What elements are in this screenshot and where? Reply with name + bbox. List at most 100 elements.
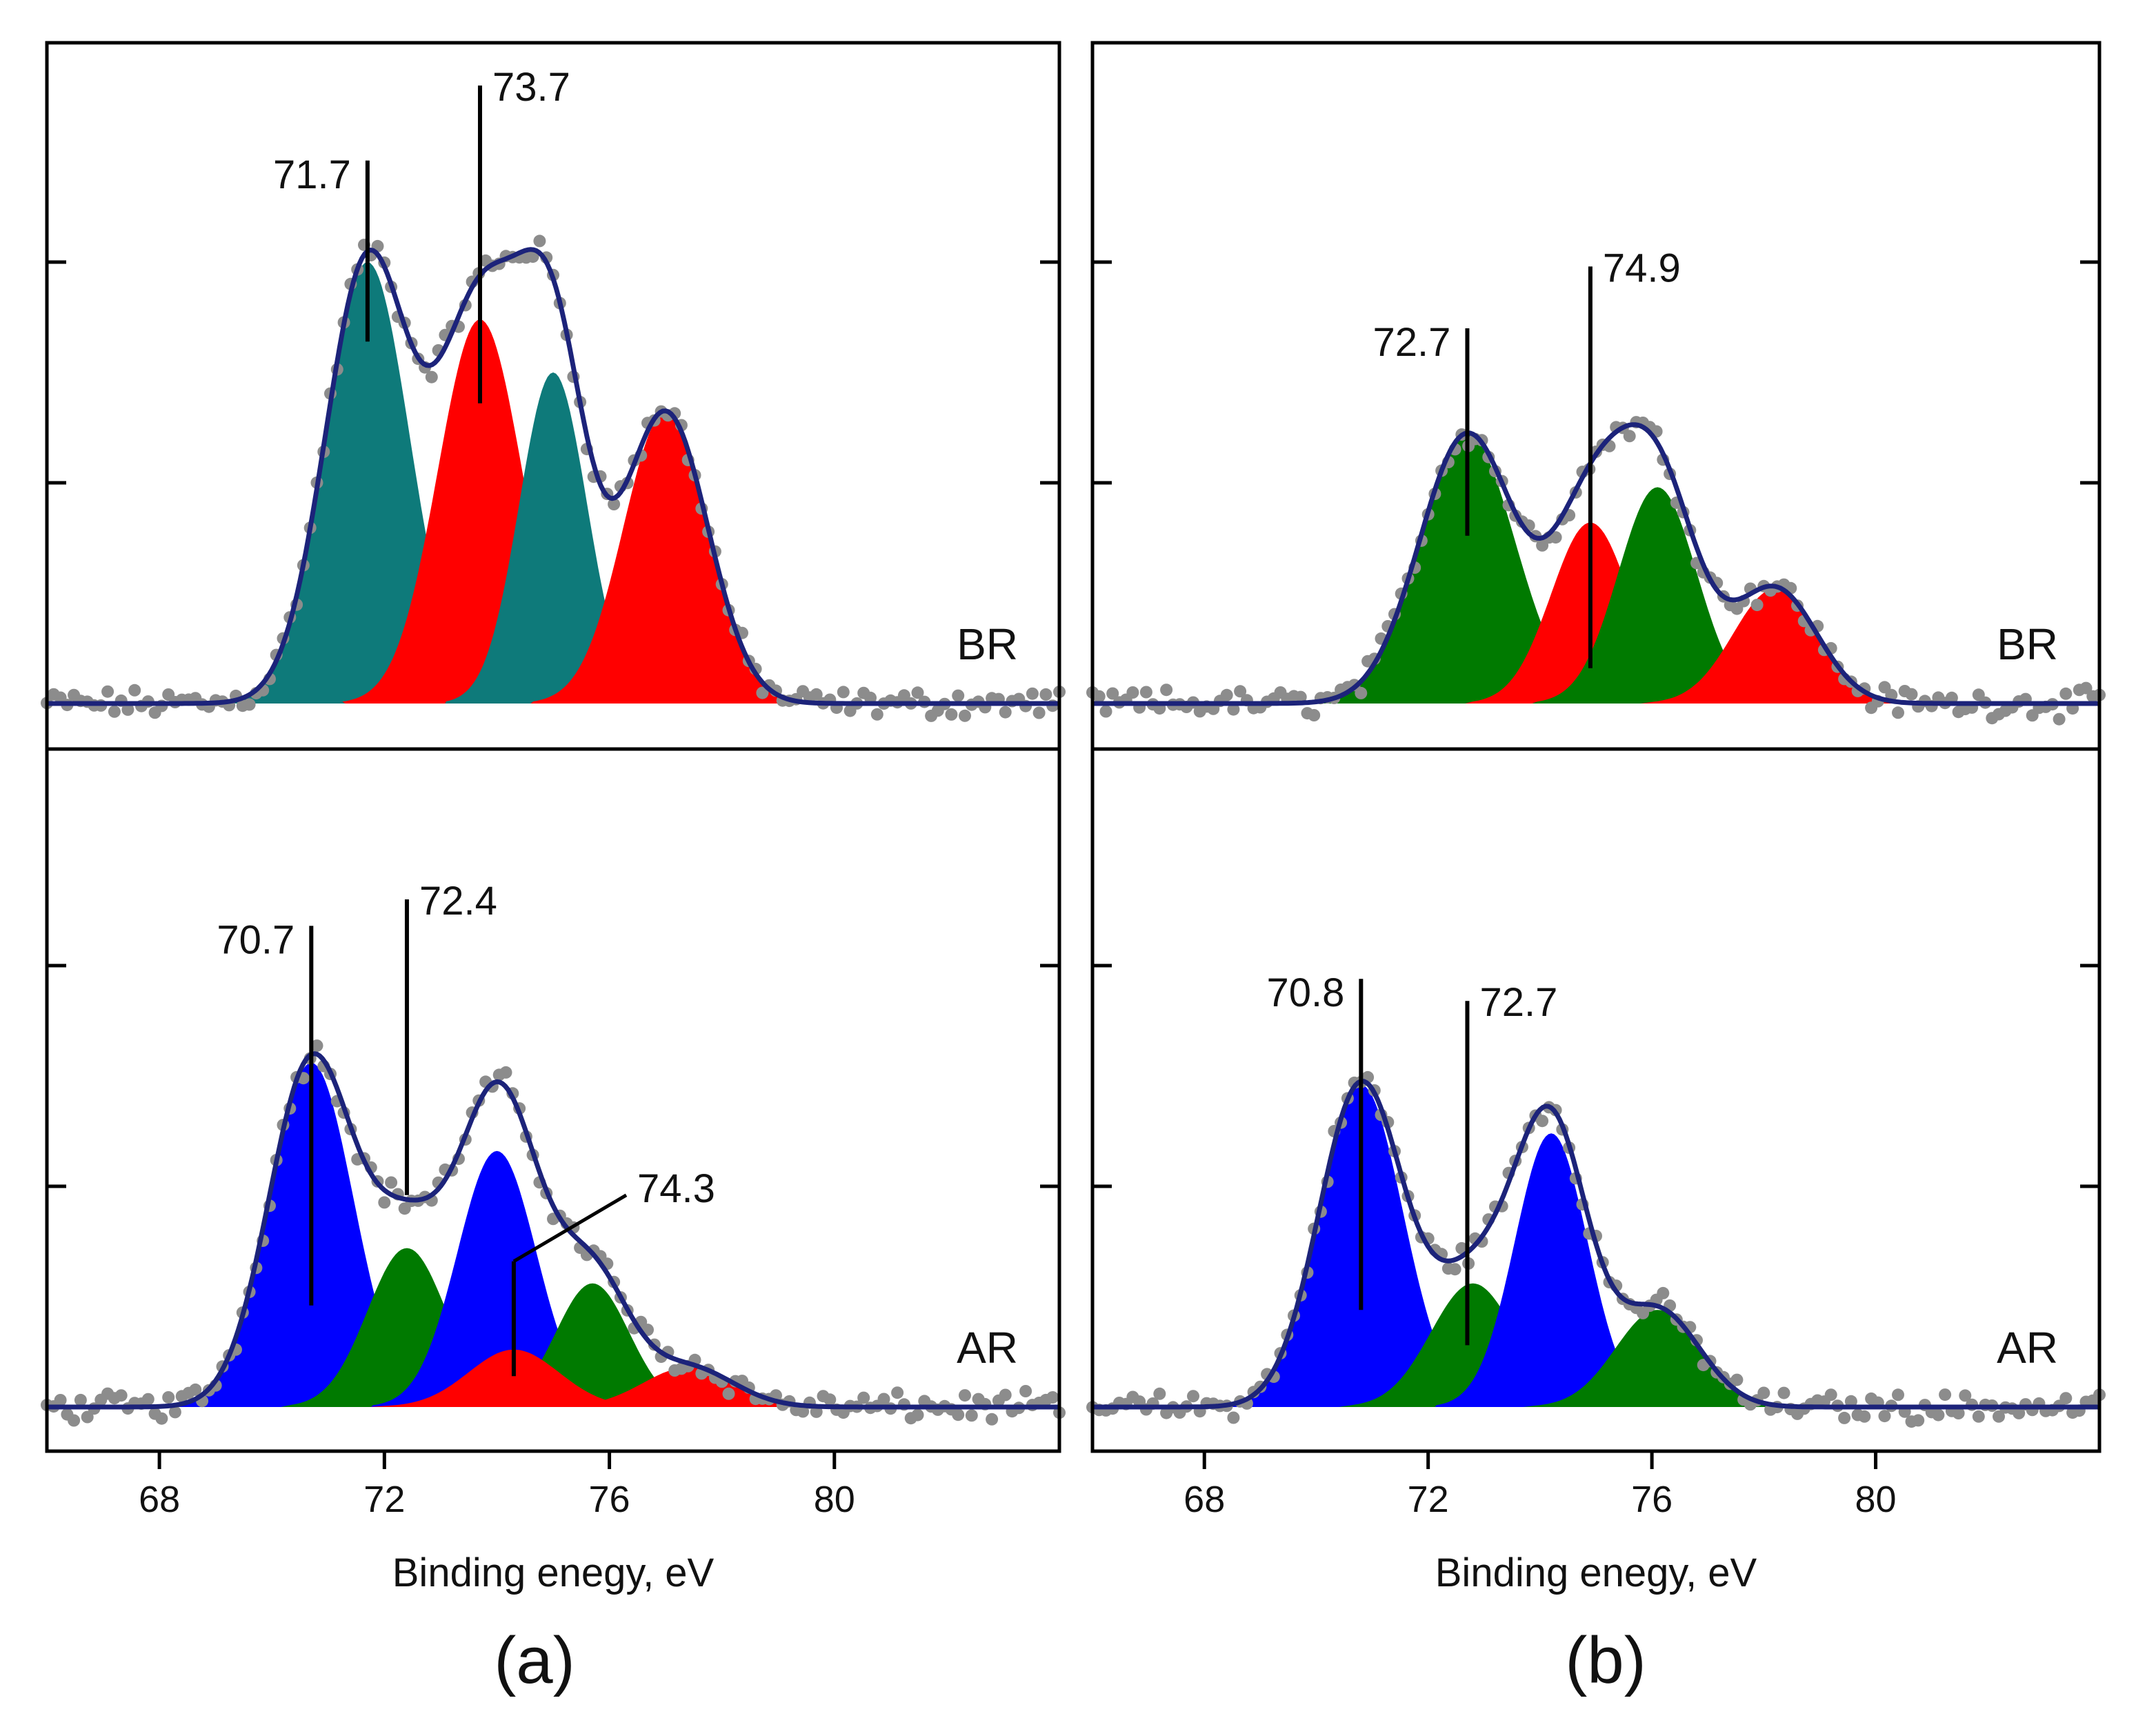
- data-point: [1448, 1263, 1461, 1276]
- x-tick-label: 80: [814, 1479, 855, 1520]
- data-point: [1032, 706, 1046, 719]
- data-point: [2079, 681, 2093, 695]
- data-point: [1106, 687, 1119, 700]
- subplot-b-top: BR 72.7 74.9: [1086, 41, 2106, 751]
- fit-envelope-line: [47, 1051, 1059, 1410]
- data-point: [1838, 1411, 1851, 1424]
- data-point: [911, 686, 924, 699]
- data-point: [1844, 1395, 1857, 1408]
- peak-leader-line: [512, 1193, 628, 1263]
- data-point: [2059, 1392, 2073, 1405]
- data-point: [1153, 1387, 1166, 1400]
- data-point: [1026, 687, 1039, 700]
- data-point: [378, 1196, 391, 1209]
- data-point: [533, 235, 546, 248]
- data-point: [999, 706, 1012, 719]
- data-point: [162, 1391, 175, 1404]
- data-point: [1858, 1410, 1871, 1423]
- data-point: [1993, 1410, 2005, 1423]
- data-point: [952, 689, 965, 702]
- peak-annotation: 70.7: [217, 917, 295, 962]
- data-point: [1939, 1388, 1952, 1401]
- peak-annotation: 70.8: [1266, 970, 1344, 1015]
- data-point: [243, 698, 256, 711]
- data-point: [128, 684, 141, 697]
- data-point: [1945, 691, 1958, 704]
- x-axis-label: Binding enegy, eV: [392, 1550, 715, 1595]
- data-point: [1019, 1385, 1032, 1397]
- data-point: [1757, 1386, 1770, 1399]
- data-point: [1099, 705, 1112, 718]
- data-point: [864, 691, 877, 704]
- data-point: [114, 1389, 128, 1402]
- data-point: [1623, 430, 1636, 443]
- data-point: [1657, 1286, 1670, 1299]
- data-point: [1139, 686, 1152, 699]
- data-point: [121, 703, 134, 716]
- data-point: [155, 1412, 168, 1425]
- data-point: [68, 1414, 81, 1427]
- peak-annotation: 74.9: [1603, 246, 1681, 290]
- x-tick-label: 72: [363, 1479, 405, 1520]
- data-point: [945, 708, 958, 721]
- data-point: [141, 1393, 154, 1406]
- data-point: [1220, 688, 1233, 701]
- data-point: [1126, 686, 1139, 699]
- peak-annotation: 73.7: [492, 65, 570, 110]
- x-tick-label: 80: [1855, 1479, 1897, 1520]
- peak-annotation: 74.3: [637, 1166, 715, 1211]
- data-point: [1536, 1115, 1549, 1128]
- data-point: [1308, 709, 1321, 721]
- data-point: [722, 1387, 735, 1400]
- x-tick-label: 76: [1631, 1479, 1673, 1520]
- data-point: [526, 250, 539, 263]
- data-point: [959, 1389, 971, 1402]
- sample-label: AR: [957, 1323, 1018, 1373]
- fit-envelope-line: [47, 247, 1059, 706]
- data-point: [2059, 687, 2073, 700]
- data-point: [810, 688, 823, 701]
- subplot-b-bottom: 68 72 76 80 Binding enegy, eV AR 70.8 72.7: [1086, 747, 2106, 1595]
- peak-component-3-green: [1532, 487, 1783, 704]
- data-point: [797, 1405, 810, 1418]
- peak-annotation: 72.7: [1373, 320, 1451, 365]
- data-point: [2053, 712, 2066, 726]
- data-point: [870, 708, 884, 721]
- data-point: [824, 1393, 837, 1406]
- plot-layer: BR 71.7 73.7 68 72 76 80 Binding enegy, eV AR 70.…: [41, 41, 2106, 1595]
- data-point: [1905, 688, 1918, 701]
- x-tick-label: 72: [1408, 1479, 1449, 1520]
- data-point: [959, 709, 971, 722]
- data-point: [1092, 690, 1106, 703]
- subplot-a-top: BR 71.7 73.7: [41, 41, 1066, 751]
- data-point: [168, 1406, 181, 1419]
- data-point: [965, 1409, 978, 1422]
- data-point: [108, 705, 121, 718]
- data-point: [74, 1393, 87, 1406]
- x-tick-label: 76: [589, 1479, 630, 1520]
- data-point: [1932, 1408, 1945, 1421]
- data-point: [999, 1388, 1012, 1401]
- data-point: [101, 685, 114, 698]
- data-point: [1294, 690, 1307, 704]
- subplot-a-bottom: 68 72 76 80 Binding enegy, eV AR 70.7 72.4 74.3: [41, 747, 1066, 1595]
- data-point: [1892, 706, 1904, 719]
- data-point: [986, 1413, 999, 1426]
- data-point: [81, 1410, 94, 1424]
- data-point: [1227, 1411, 1240, 1424]
- data-point: [1187, 1390, 1199, 1403]
- data-point: [189, 1383, 202, 1396]
- peak-annotation: 72.7: [1479, 980, 1557, 1025]
- data-point: [1878, 1410, 1891, 1423]
- panel-label-b: (b): [1565, 1624, 1646, 1697]
- peak-annotation: 72.4: [419, 879, 497, 924]
- data-point: [877, 1393, 890, 1406]
- panel-label-a: (a): [494, 1624, 575, 1697]
- fit-envelope-line: [1092, 422, 2099, 706]
- data-point: [608, 498, 621, 510]
- data-point: [952, 1408, 965, 1421]
- data-point: [1824, 1388, 1837, 1401]
- data-point: [385, 1176, 398, 1189]
- data-point: [1160, 684, 1173, 697]
